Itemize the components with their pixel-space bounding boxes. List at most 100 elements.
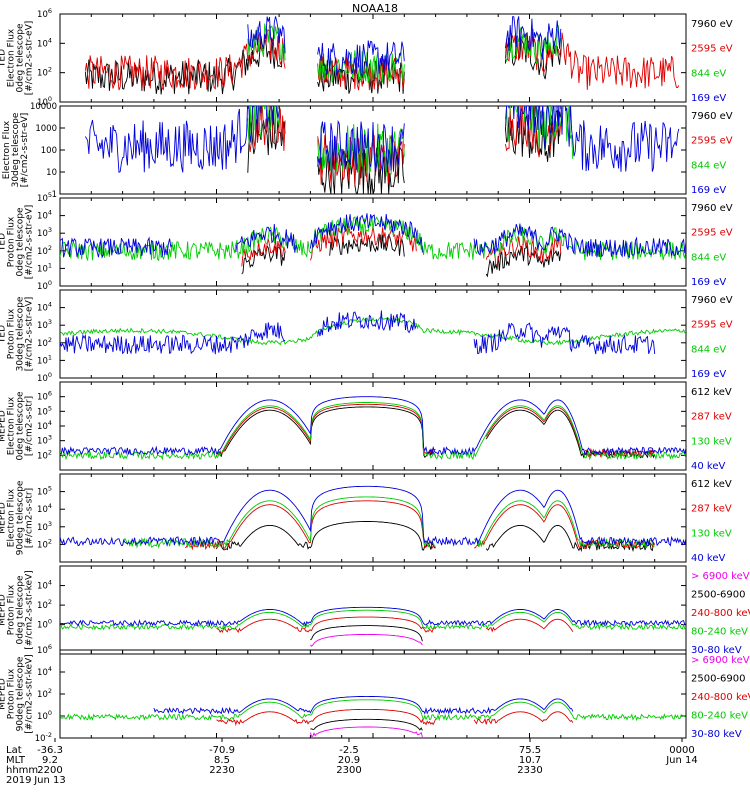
panel-traces [60, 213, 686, 278]
panel-ylabel: MEPEDProton Flux90deg telescope[#/cm2-s-… [0, 654, 35, 733]
legend-entry: 30-80 keV [691, 729, 742, 740]
panel-frame [59, 197, 687, 287]
ytick-label: 103 [37, 318, 52, 331]
ytick-exponent: 4 [48, 209, 52, 217]
ylabel-line: [#/cm2-s-str-keV] [25, 570, 35, 649]
ytick-exponent: 2 [48, 537, 52, 545]
series-trace [153, 695, 574, 716]
legend-entry: 240-800 keV [691, 692, 750, 703]
legend-entry: 30-80 keV [691, 645, 742, 656]
panel-frame [59, 13, 687, 103]
ytick-exponent: 3 [48, 318, 52, 326]
series-trace [216, 708, 574, 726]
series-trace [241, 233, 562, 278]
ytick-label: 100 [37, 618, 52, 631]
ytick-exponent: 2 [48, 336, 52, 344]
footer-mlt: 9.2 [42, 755, 58, 766]
ytick-label: 105 [37, 485, 52, 498]
ytick-exponent: 4 [48, 301, 52, 309]
legend-entry: > 6900 keV [691, 655, 750, 666]
ytick-label: 104 [37, 419, 52, 432]
series-trace [122, 496, 656, 549]
ytick-exponent: 3 [48, 434, 52, 442]
panel-frame [59, 473, 687, 563]
legend-entry: 169 eV [691, 277, 726, 288]
ytick-label: 102 [37, 66, 52, 79]
ylabel-line: Proton Flux [7, 216, 17, 267]
legend-entry: 2595 eV [691, 320, 733, 331]
footer-lat: -2.5 [339, 745, 359, 756]
legend-entry: 169 eV [691, 93, 726, 104]
ylabel-line: 30deg telescope [16, 296, 26, 371]
ylabel-line: Electron Flux [7, 396, 17, 455]
legend-entry: 2595 eV [691, 136, 733, 147]
ytick-label: 101 [37, 261, 52, 274]
series-trace [60, 699, 686, 722]
ytick-label: 105 [37, 191, 52, 204]
ytick-exponent: -2 [46, 731, 52, 739]
footer-time: 0000 [669, 745, 695, 756]
ytick-label: 102 [37, 244, 52, 257]
ylabel-line: [#/cm2-s-str] [25, 396, 35, 456]
footer-label-lat: Lat [6, 745, 22, 756]
ytick-exponent: 5 [48, 191, 52, 199]
ylabel-line: 0deg telescope [16, 207, 26, 277]
ylabel-line: MEPED [0, 410, 8, 442]
ylabel-line: [#/cm2-s-str-eV] [25, 297, 35, 372]
ytick-exponent: 5 [48, 485, 52, 493]
ytick-label: 103 [37, 434, 52, 447]
panel-ylabel: Electron Flux30deg telescope[#/cm2-s-str… [2, 112, 30, 187]
ytick-exponent: 0 [48, 709, 52, 717]
series-trace [309, 726, 423, 738]
legend-entry: > 6900 keV [691, 571, 750, 582]
legend-entry: 40 keV [691, 553, 725, 564]
ytick-label: 102 [37, 448, 52, 461]
footer-col-1: -36.3 9.2 2200 Jun 13 [28, 746, 72, 786]
ytick-label: 1000 [35, 124, 57, 134]
panel-ylabel: TEDElectron Flux0deg telescope[#/cm2-s-s… [0, 21, 35, 96]
ytick-label: 106 [37, 390, 52, 403]
ytick-label: 1 [52, 190, 57, 200]
series-trace [60, 402, 686, 461]
legend-entry: 130 keV [691, 436, 732, 447]
footer-mlt: 20.9 [337, 755, 361, 766]
footer-date: Jun 13 [34, 775, 66, 786]
panel-traces [60, 606, 686, 647]
ytick-label: 104 [37, 36, 52, 49]
ytick-label: 102 [37, 687, 52, 700]
series-trace [60, 609, 686, 631]
ylabel-line: [#/cm2-s-str-eV] [20, 113, 30, 188]
panel-traces [84, 106, 680, 194]
legend-entry: 287 keV [691, 412, 732, 423]
ytick-label: 104 [37, 665, 52, 678]
series-trace [60, 606, 686, 627]
ytick-exponent: 0 [48, 371, 52, 379]
footer-lat: -70.9 [209, 745, 235, 756]
ylabel-line: 90deg telescope [16, 656, 26, 731]
legend-entry: 240-800 keV [691, 608, 750, 619]
legend-entry: 2595 eV [691, 228, 733, 239]
series-trace [60, 310, 656, 355]
panel-traces [60, 695, 686, 738]
ytick-exponent: 1 [48, 353, 52, 361]
ylabel-line: Proton Flux [7, 584, 17, 635]
ytick-label: 104 [37, 579, 52, 592]
ytick-exponent: 3 [48, 226, 52, 234]
ytick-exponent: 4 [48, 579, 52, 587]
series-trace [184, 500, 656, 551]
ylabel-line: Proton Flux [7, 308, 17, 359]
ytick-exponent: 0 [48, 618, 52, 626]
ytick-label: 104 [37, 209, 52, 222]
panel-frame [59, 649, 687, 739]
ytick-exponent: 2 [48, 598, 52, 606]
ytick-label: 10-2 [35, 731, 52, 744]
legend-entry: 844 eV [691, 160, 726, 171]
series-trace [60, 485, 686, 548]
footer-lat: 75.5 [518, 745, 542, 756]
ytick-label: 104 [37, 301, 52, 314]
legend-entry: 7960 eV [691, 19, 733, 30]
footer-time: 2300 [336, 765, 362, 776]
series-trace [60, 216, 686, 262]
